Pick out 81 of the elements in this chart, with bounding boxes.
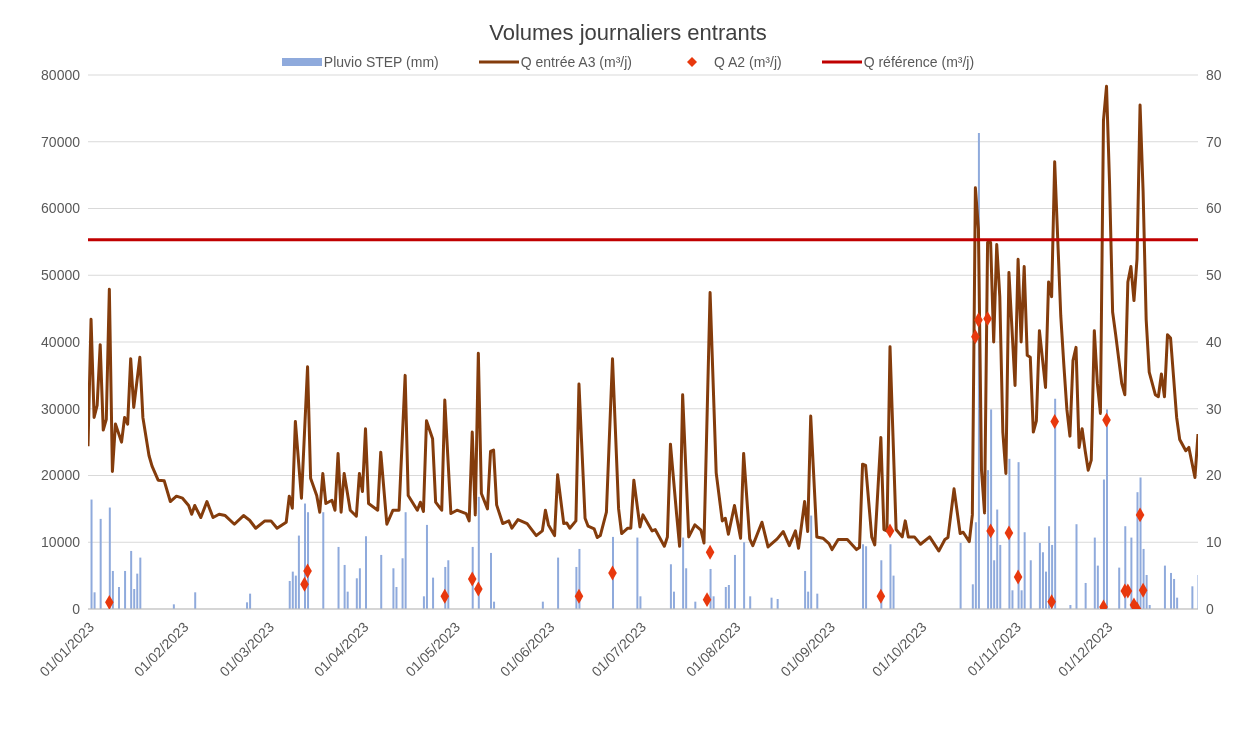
bar	[1093, 537, 1096, 609]
bar	[1163, 565, 1166, 609]
bar	[425, 524, 428, 609]
legend-label: Q entrée A3 (m³/j)	[520, 54, 632, 70]
bar	[996, 509, 999, 609]
bar	[889, 544, 892, 609]
y-tick-label: 10000	[41, 534, 81, 551]
bar	[1075, 524, 1078, 609]
bar	[1191, 586, 1194, 609]
bar	[291, 571, 294, 609]
bar	[1038, 542, 1041, 609]
bar	[727, 584, 730, 609]
bar	[337, 546, 340, 609]
bar	[194, 592, 197, 609]
bar	[380, 554, 383, 609]
y-tick-label: 70000	[41, 133, 81, 150]
bar	[990, 409, 993, 609]
y-tick-label: 80000	[41, 66, 81, 83]
y2-tick-label: 50	[1206, 267, 1222, 284]
bar	[117, 586, 120, 609]
bar	[1118, 567, 1121, 609]
y-tick-label: 40000	[41, 333, 81, 350]
y2-tick-label: 30	[1206, 400, 1222, 417]
bar	[1054, 398, 1057, 609]
bar	[1029, 560, 1032, 609]
bar	[776, 598, 779, 609]
bar	[862, 544, 865, 609]
bar	[557, 557, 560, 609]
bar	[1048, 526, 1051, 609]
y2-tick-label: 60	[1206, 200, 1222, 217]
legend-label: Q A2 (m³/j)	[714, 54, 782, 70]
y-tick-label: 30000	[41, 400, 81, 417]
y-tick-label: 0	[72, 600, 81, 617]
bar	[743, 542, 746, 609]
bar	[682, 537, 685, 609]
bar	[733, 554, 736, 609]
bar	[810, 515, 813, 609]
bar	[447, 560, 450, 609]
y-tick-label: 60000	[41, 200, 81, 217]
bar	[724, 586, 727, 609]
chart-title: Volumes journaliers entrants	[488, 19, 768, 47]
bar	[249, 593, 252, 609]
y2-tick-label: 40	[1206, 333, 1222, 350]
bar	[130, 550, 133, 609]
bar	[1105, 409, 1108, 609]
legend-label: Q référence (m³/j)	[863, 54, 975, 70]
bar	[669, 564, 672, 609]
y-tick-label: 20000	[41, 467, 81, 484]
bar	[804, 570, 807, 609]
bar	[343, 564, 346, 609]
bar	[90, 499, 93, 609]
y2-tick-label: 80	[1206, 66, 1222, 83]
y2-tick-label: 20	[1206, 467, 1222, 484]
bar	[364, 536, 367, 609]
y2-tick-label: 0	[1206, 600, 1214, 617]
y2-tick-label: 10	[1206, 534, 1222, 551]
bar	[1017, 462, 1020, 609]
bar	[358, 568, 361, 609]
bar	[636, 537, 639, 609]
bar	[404, 512, 407, 609]
bar	[124, 570, 127, 609]
bar	[1008, 458, 1011, 609]
bar	[297, 535, 300, 609]
bar	[749, 596, 752, 609]
bar	[1084, 582, 1087, 609]
bar	[959, 542, 962, 609]
bar	[892, 575, 895, 609]
bar	[816, 593, 819, 609]
bar	[432, 577, 435, 609]
y2-tick-label: 70	[1206, 133, 1222, 150]
bar	[865, 546, 868, 609]
bar	[709, 568, 712, 609]
bar	[139, 557, 142, 609]
bar	[1170, 572, 1173, 609]
bar	[392, 568, 395, 609]
y-tick-label: 50000	[41, 267, 81, 284]
bar	[1023, 532, 1026, 609]
legend-label: Pluvio STEP (mm)	[323, 54, 439, 70]
bar	[322, 512, 325, 609]
bar	[99, 518, 102, 609]
bar	[490, 552, 492, 609]
